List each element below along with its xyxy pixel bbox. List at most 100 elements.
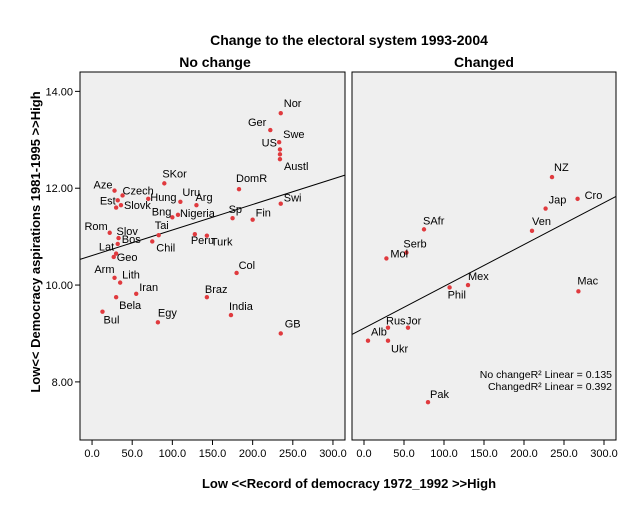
point-label: Slovk (124, 200, 151, 212)
x-tick-label: 250.0 (279, 448, 307, 460)
data-point (278, 110, 283, 116)
point-label: Phil (448, 289, 466, 301)
data-point (113, 205, 119, 210)
data-point (234, 270, 239, 276)
data-point (465, 282, 471, 288)
x-tick-label: 300.0 (590, 448, 618, 460)
data-point (113, 294, 119, 300)
point-label: Nigeria (180, 208, 216, 220)
x-tick-label: 0.0 (356, 448, 371, 460)
point-label: Peru (191, 235, 214, 247)
x-tick-label: 0.0 (84, 448, 99, 460)
point-label: Czech (123, 185, 154, 197)
x-tick-label: 50.0 (393, 448, 414, 460)
point-label: Rus (386, 316, 406, 328)
data-point (543, 206, 548, 211)
data-point (150, 239, 155, 244)
point-label: Tai (155, 220, 169, 232)
point-label: India (229, 301, 254, 313)
point-label: Arg (195, 192, 212, 204)
point-label: Bng (152, 206, 172, 218)
data-point (365, 338, 371, 343)
point-label: Uru (182, 187, 200, 199)
point-label: Bul (103, 315, 119, 327)
x-tick-label: 150.0 (199, 448, 227, 460)
point-label: Egy (158, 307, 177, 319)
data-point (194, 202, 199, 208)
data-point (405, 325, 411, 330)
data-point (178, 199, 183, 204)
point-label: Mex (468, 271, 489, 283)
point-label: Lat (99, 242, 114, 254)
point-label: Mol (390, 248, 408, 260)
point-label: Col (239, 260, 256, 272)
y-tick-label: 8.00 (52, 377, 73, 389)
data-point (116, 235, 121, 241)
point-label: Arm (94, 264, 114, 276)
point-label: Lith (122, 270, 140, 282)
fit-line (351, 195, 617, 335)
x-tick-label: 100.0 (159, 448, 187, 460)
data-point (384, 256, 389, 261)
x-tick-label: 100.0 (430, 448, 458, 460)
data-point (100, 309, 105, 314)
y-axis-label: Low<< Democracy aspirations 1981-1995 >>… (28, 91, 43, 392)
point-label: Aze (94, 180, 113, 192)
point-label: Sp (229, 204, 242, 216)
data-point (278, 201, 283, 206)
data-point (156, 232, 161, 238)
plot-panel (79, 71, 346, 441)
data-point (115, 241, 120, 247)
point-label: Jor (406, 316, 422, 328)
data-point (278, 331, 283, 336)
point-label: Jap (549, 195, 567, 207)
data-point (277, 152, 283, 157)
point-label: SKor (162, 168, 187, 180)
point-label: NZ (554, 162, 569, 174)
point-label: Hung (150, 192, 176, 204)
point-label: Swi (284, 193, 302, 205)
point-label: GB (285, 318, 301, 330)
data-point (117, 280, 123, 285)
point-label: Braz (205, 284, 228, 296)
point-label: Bos (122, 234, 141, 246)
x-tick-label: 300.0 (319, 448, 347, 460)
data-point (404, 250, 409, 255)
data-point (192, 232, 198, 237)
point-label: DomR (236, 173, 267, 185)
x-tick-label: 50.0 (121, 448, 142, 460)
data-point (175, 212, 181, 218)
point-label: Serb (403, 239, 426, 251)
point-label: Alb (371, 327, 387, 339)
point-label: Mac (577, 275, 598, 287)
x-tick-label: 200.0 (510, 448, 538, 460)
data-point (204, 233, 210, 238)
data-point (120, 193, 125, 198)
point-label: Ven (532, 216, 551, 228)
point-label: Iran (139, 282, 158, 294)
fit-line (79, 174, 346, 260)
data-point (277, 147, 283, 152)
chart-title: Change to the electoral system 1993-2004 (210, 32, 488, 48)
point-label: Swe (283, 129, 304, 141)
data-point (425, 400, 431, 405)
point-label: Bela (119, 300, 142, 312)
y-tick-label: 14.00 (45, 86, 73, 98)
data-point (204, 294, 210, 300)
point-label: Pak (430, 389, 449, 401)
data-point (529, 228, 535, 234)
point-label: Austl (284, 161, 308, 173)
data-point (236, 186, 242, 192)
data-point (250, 217, 255, 222)
data-point (111, 254, 116, 260)
panel-title-changed: Changed (454, 54, 514, 70)
data-point (268, 127, 273, 133)
data-point (118, 202, 124, 208)
y-tick-label: 12.00 (45, 183, 73, 195)
data-point (230, 216, 235, 221)
data-point (276, 140, 282, 145)
data-point (155, 320, 161, 325)
data-point (385, 338, 391, 343)
point-label: SAfr (423, 215, 445, 227)
data-point (162, 181, 167, 186)
